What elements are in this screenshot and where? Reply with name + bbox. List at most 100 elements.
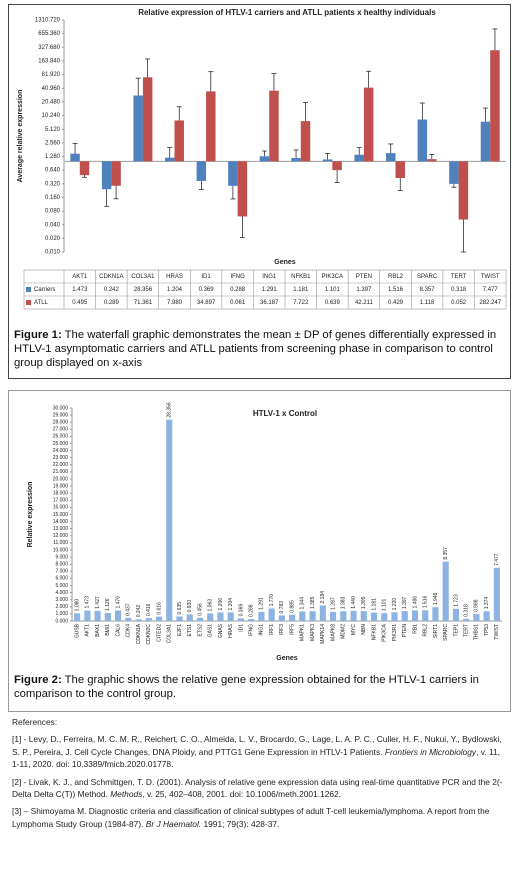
data-label: 1.476: [115, 596, 121, 609]
table-frame: [23, 269, 507, 310]
table-value: 7.722: [293, 300, 309, 306]
data-label: 0.988: [474, 599, 480, 612]
bar: [401, 611, 408, 621]
data-label: 7.477: [494, 553, 500, 566]
table-value: 1.204: [167, 287, 183, 293]
y-tick-label: 4.000: [55, 590, 68, 596]
reference-text: [1] - Levy, D., Ferreira, M. C. M. R., R…: [12, 734, 502, 757]
x-tick-label: SPARC: [443, 624, 449, 641]
table-value: 1.181: [293, 287, 309, 293]
x-tick-label: COL3A1: [167, 624, 173, 643]
references: References: [1] - Levy, D., Ferreira, M.…: [12, 716, 508, 835]
bar: [101, 161, 112, 190]
table-value: 1.516: [388, 287, 404, 293]
bar: [330, 611, 337, 621]
bar: [309, 611, 316, 621]
x-tick-label: ETS2: [197, 624, 203, 637]
data-label: 0.288: [248, 604, 254, 617]
x-tick-label: GAS1: [208, 624, 214, 638]
bar: [363, 87, 374, 162]
table-header: HRAS: [166, 274, 183, 280]
y-tick-label: 5.000: [55, 583, 68, 589]
table-value: 7.477: [483, 287, 499, 293]
table-value: 0.052: [451, 300, 467, 306]
x-tick-label: IRF1: [269, 624, 275, 635]
table-value: 0.288: [230, 287, 246, 293]
data-label: 1.220: [392, 598, 398, 611]
table-header: AKT1: [72, 274, 88, 280]
bar: [269, 90, 279, 162]
bar: [207, 613, 214, 621]
y-tick-label: 24.000: [53, 448, 69, 454]
x-tick-label: SIRT1: [433, 624, 439, 638]
x-tick-label: CDKN2C: [146, 624, 152, 645]
y-tick-label: 10.240: [42, 113, 61, 119]
x-tick-label: IFNG: [248, 624, 254, 636]
bar: [94, 610, 101, 621]
y-tick-label: 1310.720: [35, 18, 61, 24]
bar: [174, 120, 184, 162]
data-label: 1.080: [74, 599, 80, 612]
caption-text: The graphic shows the relative gene expr…: [14, 674, 479, 700]
reference-text: , v. 11, 1-11, 2020. doi: 10.3389/fmicb.…: [12, 746, 500, 770]
table-header: ID1: [201, 274, 211, 280]
bar: [237, 618, 244, 621]
figure-2-frame: [8, 390, 511, 712]
table-value: 8.357: [420, 287, 436, 293]
bar: [176, 616, 183, 621]
y-axis-label: Relative expression: [27, 482, 34, 548]
figure-1-frame: [8, 4, 511, 379]
bar: [278, 615, 285, 621]
bar: [217, 612, 224, 621]
bar: [259, 156, 270, 162]
reference-text: 1991; 79(3): 428-37.: [201, 818, 280, 829]
table-value: 0.429: [388, 300, 404, 306]
x-axis-label: Genes: [274, 259, 296, 266]
data-label: 1.101: [382, 598, 388, 611]
bar: [354, 154, 364, 162]
bar: [490, 50, 500, 162]
x-tick-label: TP53: [484, 624, 490, 636]
figure-1-caption: Figure 1: The waterfall graphic demonstr…: [14, 328, 506, 370]
y-tick-label: 17.000: [53, 498, 69, 504]
legend-swatch: [26, 300, 31, 305]
data-label: 1.397: [402, 596, 408, 609]
data-label: 1.126: [105, 598, 111, 611]
table-header: COL3A1: [131, 274, 155, 280]
x-tick-label: IRF5: [289, 624, 295, 635]
bar: [166, 419, 173, 621]
data-label: 0.456: [197, 603, 203, 616]
bar: [391, 612, 398, 621]
bar: [422, 610, 429, 621]
data-label: 2.184: [320, 591, 326, 604]
table-header: SPARC: [417, 274, 438, 280]
bar: [417, 119, 428, 162]
y-tick-label: 0.020: [45, 236, 61, 242]
data-label: 1.486: [412, 596, 418, 609]
bar: [299, 611, 306, 621]
data-label: 0.242: [136, 605, 142, 618]
x-tick-label: RB1: [412, 624, 418, 634]
y-tick-label: 20.000: [53, 476, 69, 482]
table-value: 1.473: [72, 287, 88, 293]
table-header: PTEN: [356, 274, 372, 280]
x-tick-label: RBL2: [423, 624, 429, 637]
y-tick-label: 28.000: [53, 420, 69, 426]
table-header: NFKB1: [291, 274, 311, 280]
bar: [196, 617, 204, 621]
y-tick-label: 12.000: [53, 533, 69, 539]
reference: [1] - Levy, D., Ferreira, M. C. M. R., R…: [12, 733, 508, 770]
y-tick-label: 655.360: [38, 31, 60, 37]
table-value: 71.361: [134, 300, 153, 306]
bar: [115, 610, 122, 621]
bar: [165, 157, 175, 162]
x-tick-label: CDK4: [126, 624, 132, 638]
table-value: 34.897: [197, 300, 216, 306]
table-value: 1.397: [356, 287, 372, 293]
y-tick-label: 2.560: [45, 140, 61, 146]
bar: [196, 161, 207, 181]
x-tick-label: CDKN1A: [136, 623, 142, 644]
bar: [79, 161, 90, 176]
y-tick-label: 11.000: [53, 540, 68, 546]
